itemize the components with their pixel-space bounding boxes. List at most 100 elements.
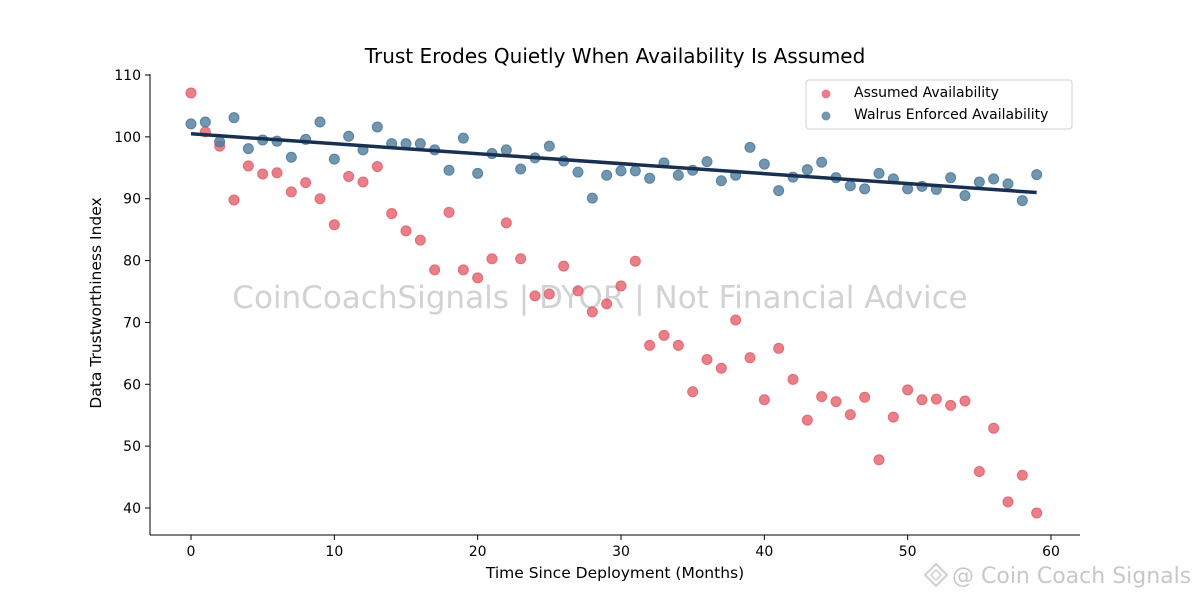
assumed-availability-point — [457, 264, 469, 276]
diamond-logo-icon — [923, 562, 949, 588]
assumed-availability-point — [228, 194, 240, 206]
assumed-availability-point — [486, 253, 498, 265]
x-tick-label: 50 — [899, 544, 917, 560]
walrus-enforced-point — [543, 140, 555, 152]
walrus-enforced-point — [744, 141, 756, 153]
assumed-availability-point — [945, 399, 957, 411]
walrus-enforced-point — [314, 116, 326, 128]
walrus-enforced-point — [1031, 169, 1043, 181]
assumed-availability-point — [758, 394, 770, 406]
y-tick-label: 100 — [114, 130, 141, 146]
assumed-availability-point — [572, 285, 584, 297]
assumed-availability-point — [328, 219, 340, 231]
walrus-enforced-point — [343, 130, 355, 142]
walrus-enforced-point — [701, 156, 713, 168]
y-tick-label: 80 — [123, 254, 141, 270]
legend-label-assumed: Assumed Availability — [854, 85, 999, 101]
walrus-enforced-point — [973, 176, 985, 188]
assumed-availability-point — [844, 409, 856, 421]
assumed-availability-point — [285, 186, 297, 198]
walrus-enforced-point — [629, 165, 641, 177]
walrus-enforced-point — [672, 169, 684, 181]
assumed-availability-point — [629, 255, 641, 267]
y-tick-label: 60 — [123, 377, 141, 393]
x-tick-label: 20 — [469, 544, 487, 560]
assumed-availability-point — [730, 314, 742, 326]
x-tick-label: 30 — [612, 544, 630, 560]
walrus-enforced-point — [601, 169, 613, 181]
assumed-availability-point — [973, 466, 985, 478]
assumed-availability-point — [701, 354, 713, 366]
walrus-enforced-point — [285, 151, 297, 163]
assumed-availability-point — [644, 339, 656, 351]
assumed-availability-point — [242, 160, 254, 172]
assumed-availability-point — [314, 193, 326, 205]
assumed-availability-point — [816, 391, 828, 403]
legend-marker-assumed — [821, 89, 831, 99]
series-assumed-availability — [185, 87, 1043, 519]
walrus-enforced-point — [328, 153, 340, 165]
assumed-availability-point — [429, 264, 441, 276]
assumed-availability-point — [859, 391, 871, 403]
walrus-enforced-point — [472, 167, 484, 179]
assumed-availability-point — [672, 339, 684, 351]
assumed-availability-point — [558, 260, 570, 272]
walrus-enforced-point — [214, 136, 226, 148]
assumed-availability-point — [185, 87, 197, 99]
assumed-availability-point — [515, 253, 527, 265]
walrus-enforced-point — [199, 116, 211, 128]
legend: Assumed Availability Walrus Enforced Ava… — [805, 79, 1073, 130]
assumed-availability-point — [830, 396, 842, 408]
plot-area — [185, 87, 1043, 519]
walrus-enforced-point — [515, 163, 527, 175]
x-tick-label: 40 — [755, 544, 773, 560]
assumed-availability-point — [414, 234, 426, 246]
walrus-enforced-point — [844, 180, 856, 192]
assumed-availability-point — [988, 422, 1000, 434]
walrus-enforced-point — [228, 112, 240, 124]
series-walrus-enforced — [185, 112, 1043, 207]
assumed-availability-point — [1016, 469, 1028, 481]
walrus-enforced-point — [859, 183, 871, 195]
walrus-enforced-point — [758, 158, 770, 170]
walrus-enforced-point — [988, 173, 1000, 185]
corner-watermark-text: @ Coin Coach Signals — [952, 564, 1191, 589]
walrus-enforced-point — [443, 164, 455, 176]
axes: 0 10 20 30 40 50 60 40 50 60 70 80 90 100 110 — [114, 68, 1080, 560]
x-tick-label: 10 — [325, 544, 343, 560]
walrus-enforced-point — [500, 144, 512, 156]
assumed-availability-point — [715, 362, 727, 374]
assumed-availability-point — [773, 342, 785, 354]
walrus-enforced-point — [715, 175, 727, 187]
assumed-availability-point — [357, 176, 369, 188]
legend-marker-walrus — [821, 111, 831, 121]
x-tick-label: 60 — [1042, 544, 1060, 560]
walrus-enforced-point — [414, 138, 426, 150]
assumed-availability-point — [615, 280, 627, 292]
y-axis-label: Data Trustworthiness Index — [87, 197, 105, 408]
assumed-availability-point — [1031, 507, 1043, 519]
assumed-availability-point — [959, 395, 971, 407]
walrus-enforced-point — [1016, 195, 1028, 207]
walrus-enforced-point — [945, 172, 957, 184]
y-tick-label: 50 — [123, 439, 141, 455]
assumed-availability-point — [902, 384, 914, 396]
walrus-enforced-point — [457, 132, 469, 144]
assumed-availability-point — [601, 298, 613, 310]
x-tick-label: 0 — [187, 544, 196, 560]
y-tick-label: 110 — [114, 68, 141, 84]
assumed-availability-point — [529, 290, 541, 302]
x-axis-label: Time Since Deployment (Months) — [485, 564, 744, 582]
walrus-enforced-point — [586, 192, 598, 204]
assumed-availability-point — [586, 306, 598, 318]
assumed-availability-point — [543, 288, 555, 300]
assumed-availability-point — [386, 208, 398, 220]
assumed-availability-point — [400, 225, 412, 237]
walrus-enforced-point — [371, 121, 383, 133]
assumed-availability-point — [744, 352, 756, 364]
walrus-enforced-point — [801, 164, 813, 176]
walrus-enforced-point — [615, 165, 627, 177]
trend-line — [190, 132, 1037, 195]
assumed-availability-point — [300, 177, 312, 189]
